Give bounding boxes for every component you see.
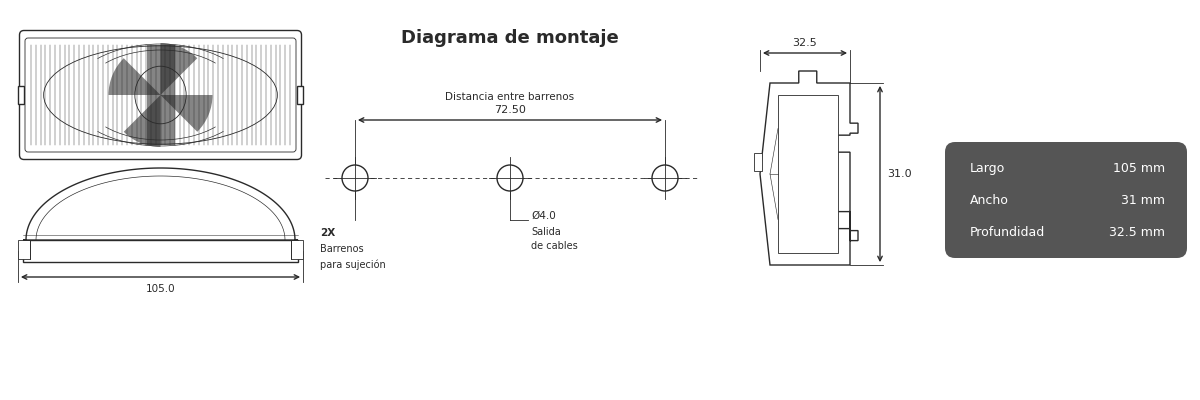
Circle shape (652, 165, 678, 191)
Polygon shape (298, 86, 302, 104)
FancyBboxPatch shape (778, 95, 838, 253)
Wedge shape (108, 58, 161, 95)
Text: 105 mm: 105 mm (1112, 162, 1165, 174)
Wedge shape (124, 95, 161, 147)
Text: 105.0: 105.0 (145, 284, 175, 294)
Polygon shape (18, 240, 30, 259)
Text: Distancia entre barrenos: Distancia entre barrenos (445, 92, 575, 102)
Polygon shape (146, 45, 174, 145)
Text: Barrenos: Barrenos (320, 244, 364, 254)
Text: 31.0: 31.0 (887, 169, 912, 179)
Text: Ancho: Ancho (970, 194, 1009, 206)
Text: Ø4.0: Ø4.0 (530, 211, 556, 221)
Text: Largo: Largo (970, 162, 1006, 174)
Circle shape (497, 165, 523, 191)
FancyBboxPatch shape (19, 30, 301, 160)
Polygon shape (292, 240, 302, 259)
Text: Diagrama de montaje: Diagrama de montaje (401, 29, 619, 47)
Text: Salida: Salida (530, 227, 560, 237)
Polygon shape (23, 168, 298, 240)
Text: Profundidad: Profundidad (970, 226, 1045, 238)
Text: para sujeción: para sujeción (320, 260, 385, 270)
Polygon shape (18, 86, 24, 104)
Text: 72.50: 72.50 (494, 105, 526, 115)
Text: 32.5: 32.5 (793, 38, 817, 48)
Polygon shape (23, 240, 298, 262)
Polygon shape (760, 71, 858, 265)
Wedge shape (161, 95, 212, 132)
Wedge shape (161, 43, 197, 95)
Text: 32.5 mm: 32.5 mm (1109, 226, 1165, 238)
FancyBboxPatch shape (946, 142, 1187, 258)
Polygon shape (754, 153, 762, 171)
Circle shape (342, 165, 368, 191)
FancyBboxPatch shape (25, 38, 296, 152)
Text: de cables: de cables (530, 241, 577, 251)
Text: 31 mm: 31 mm (1121, 194, 1165, 206)
Text: 2X: 2X (320, 228, 335, 238)
